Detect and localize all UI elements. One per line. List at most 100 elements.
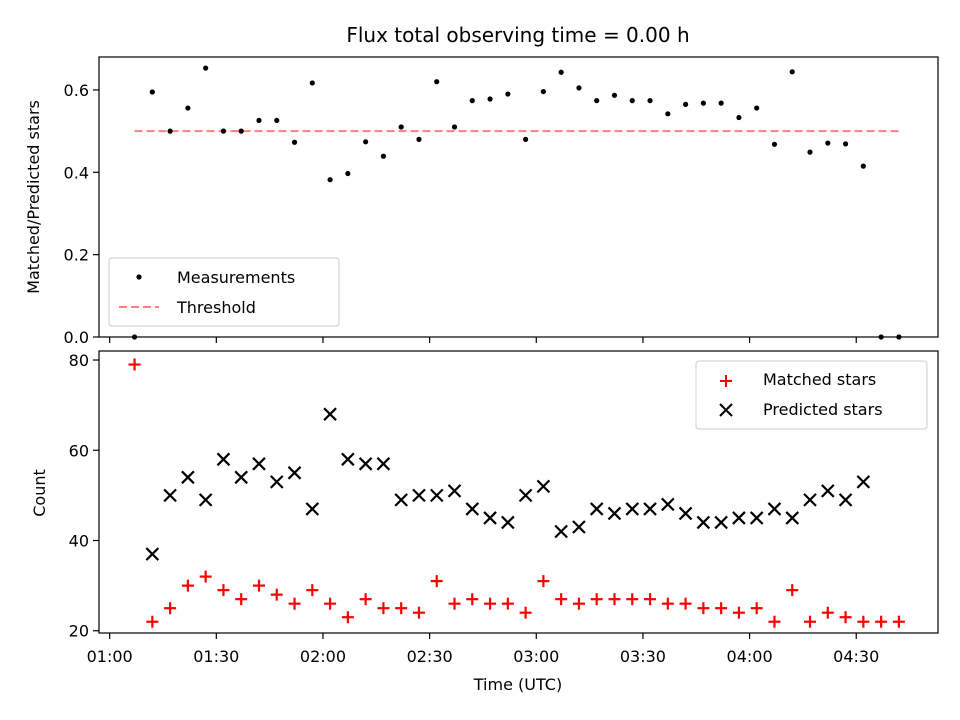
- measurement-point: [771, 141, 778, 147]
- predicted-star-point: [216, 452, 231, 467]
- matched-star-point: [164, 602, 177, 615]
- predicted-star-point: [412, 488, 426, 503]
- measurement-point: [860, 163, 866, 169]
- matched-star-point: [377, 602, 390, 615]
- predicted-star-point: [821, 484, 835, 498]
- measurement-point: [558, 69, 564, 75]
- matched-star-point: [857, 615, 870, 628]
- legend-matched-marker: [720, 375, 732, 387]
- matched-star-point: [466, 593, 479, 606]
- measurement-point: [718, 100, 724, 106]
- predicted-star-point: [323, 407, 337, 421]
- measurement-point: [487, 96, 493, 102]
- bottom-y-tick-label: 20: [69, 622, 89, 641]
- matched-star-point: [661, 597, 674, 610]
- matched-star-point: [199, 570, 212, 583]
- matched-star-point: [608, 593, 621, 606]
- measurement-point: [896, 334, 902, 340]
- measurement-point: [256, 117, 262, 124]
- predicted-star-point: [234, 470, 248, 485]
- predicted-star-point: [589, 502, 604, 516]
- predicted-star-point: [198, 493, 213, 507]
- top-y-tick-label: 0.2: [64, 246, 89, 265]
- chart-title: Flux total observing time = 0.00 h: [346, 23, 689, 47]
- matched-star-point: [804, 615, 817, 628]
- legend-measurements-marker: [136, 274, 142, 280]
- measurement-point: [131, 334, 138, 340]
- measurement-point: [576, 85, 582, 91]
- predicted-star-point: [163, 488, 177, 503]
- legend-predicted-marker: [719, 403, 733, 417]
- matched-star-point: [537, 575, 550, 588]
- bottom-legend-box: [695, 360, 928, 430]
- matched-star-point: [448, 597, 461, 610]
- top-y-tick-label: 0.4: [64, 163, 89, 182]
- measurement-point: [309, 80, 315, 86]
- predicted-star-point: [181, 470, 195, 485]
- bottom-x-tick-label: 01:00: [87, 647, 133, 666]
- matched-star-point: [768, 615, 781, 628]
- bottom-x-axis: 01:00 01:30 02:00 02:30 03:00 03:30 04:00 04:30: [87, 633, 879, 666]
- bottom-x-tick-label: 02:00: [300, 647, 346, 666]
- measurement-point: [291, 139, 298, 145]
- matched-star-point: [181, 579, 194, 592]
- measurement-point: [203, 65, 209, 71]
- bottom-x-tick-label: 03:30: [620, 647, 666, 666]
- matched-star-point: [697, 602, 710, 615]
- top-plot-frame: [98, 56, 939, 338]
- matched-star-point: [786, 584, 799, 597]
- predicted-star-point: [643, 502, 657, 516]
- measurement-point: [682, 101, 689, 107]
- predicted-star-point: [483, 511, 497, 525]
- measurement-point: [540, 88, 546, 95]
- matched-star-point: [555, 593, 568, 606]
- measurement-point: [523, 136, 529, 142]
- top-y-tick-label: 0.0: [64, 328, 89, 347]
- measurement-point: [274, 117, 280, 124]
- bottom-x-tick-label: 03:00: [513, 647, 559, 666]
- matched-star-point: [626, 593, 639, 606]
- measurement-point: [842, 141, 849, 147]
- matched-star-point: [644, 593, 657, 606]
- bottom-y-tick-label: 60: [69, 441, 89, 460]
- top-x-axis: [109, 337, 857, 343]
- matched-star-point: [892, 615, 905, 628]
- predicted-star-point: [661, 497, 675, 512]
- predicted-star-point: [465, 502, 480, 516]
- matched-star-point: [679, 597, 692, 610]
- measurement-point: [149, 89, 155, 95]
- top-legend: Measurements Threshold: [108, 257, 340, 327]
- matched-star-point: [875, 615, 888, 628]
- top-y-axis-label: Matched/Predicted stars: [24, 100, 43, 294]
- bottom-y-axis: 20 40 60 80: [69, 351, 99, 641]
- bottom-x-tick-label: 02:30: [407, 647, 453, 666]
- bottom-y-axis-label: Count: [30, 469, 49, 517]
- matched-star-point: [324, 597, 337, 610]
- measurement-point: [505, 91, 511, 97]
- measurement-point: [185, 105, 191, 111]
- matched-star-point: [839, 611, 852, 624]
- predicted-star-point: [536, 479, 551, 494]
- measurement-point: [629, 98, 635, 104]
- matched-star-point: [501, 597, 514, 610]
- predicted-star-point: [554, 524, 568, 539]
- measurement-point: [416, 136, 422, 142]
- measurement-point: [807, 149, 813, 155]
- matched-star-point: [270, 588, 283, 601]
- predicted-star-point: [714, 515, 728, 530]
- legend-predicted-label: Predicted stars: [763, 400, 883, 419]
- matched-star-point: [395, 602, 408, 615]
- matched-star-point: [235, 593, 248, 606]
- legend-threshold-label: Threshold: [176, 298, 256, 317]
- predicted-star-point: [572, 520, 586, 534]
- predicted-star-point: [358, 457, 373, 471]
- predicted-star-point: [447, 484, 462, 498]
- measurement-point: [451, 124, 458, 130]
- bottom-x-tick-label: 04:00: [727, 647, 773, 666]
- bottom-plot-marks: [128, 358, 905, 628]
- matched-star-point: [306, 584, 319, 597]
- measurement-point: [754, 105, 760, 111]
- matched-star-point: [484, 597, 497, 610]
- matched-star-point: [341, 611, 354, 624]
- predicted-star-point: [625, 502, 640, 516]
